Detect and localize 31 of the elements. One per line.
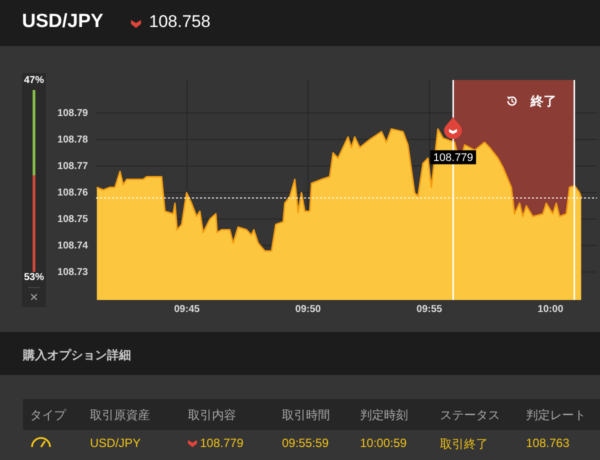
y-tick-label: 108.77 — [57, 160, 88, 172]
text: 取引終了 — [440, 436, 488, 453]
x-tick-label: 09:50 — [295, 304, 322, 315]
text: USD/JPY — [90, 436, 141, 450]
text: 108.763 — [526, 436, 570, 450]
y-tick-label: 108.73 — [57, 266, 88, 278]
x-tick-label: 09:55 — [416, 304, 443, 315]
text: 108.779 — [199, 436, 244, 450]
data-label: 47% — [22, 75, 45, 86]
text: 判定時刻 — [360, 407, 408, 424]
text: タイプ — [30, 407, 66, 424]
y-tick-label: 108.74 — [57, 240, 88, 252]
text: 取引時間 — [282, 407, 330, 424]
x-tick-label: 10:00 — [538, 304, 564, 315]
text: 取引原資産 — [90, 407, 150, 424]
text: 取引内容 — [188, 407, 236, 424]
text: 判定レート — [526, 407, 586, 424]
text: 購入オプション詳細 — [23, 347, 131, 364]
text: 09:55:59 — [282, 436, 329, 450]
chart-title: USD/JPY — [22, 11, 104, 33]
chart-subtitle: 108.758 — [149, 12, 210, 32]
y-tick-label: 108.78 — [57, 134, 88, 146]
data-label: 53% — [22, 272, 45, 283]
y-tick-label: 108.75 — [57, 214, 88, 225]
y-tick-label: 108.79 — [57, 108, 88, 119]
band-label: 終了 — [529, 94, 556, 109]
text: ステータス — [440, 407, 500, 424]
x-tick-label: 09:45 — [174, 304, 200, 315]
y-tick-label: 108.76 — [57, 187, 88, 198]
text: 10:00:59 — [360, 436, 407, 450]
annotation: 108.779 — [433, 152, 474, 164]
